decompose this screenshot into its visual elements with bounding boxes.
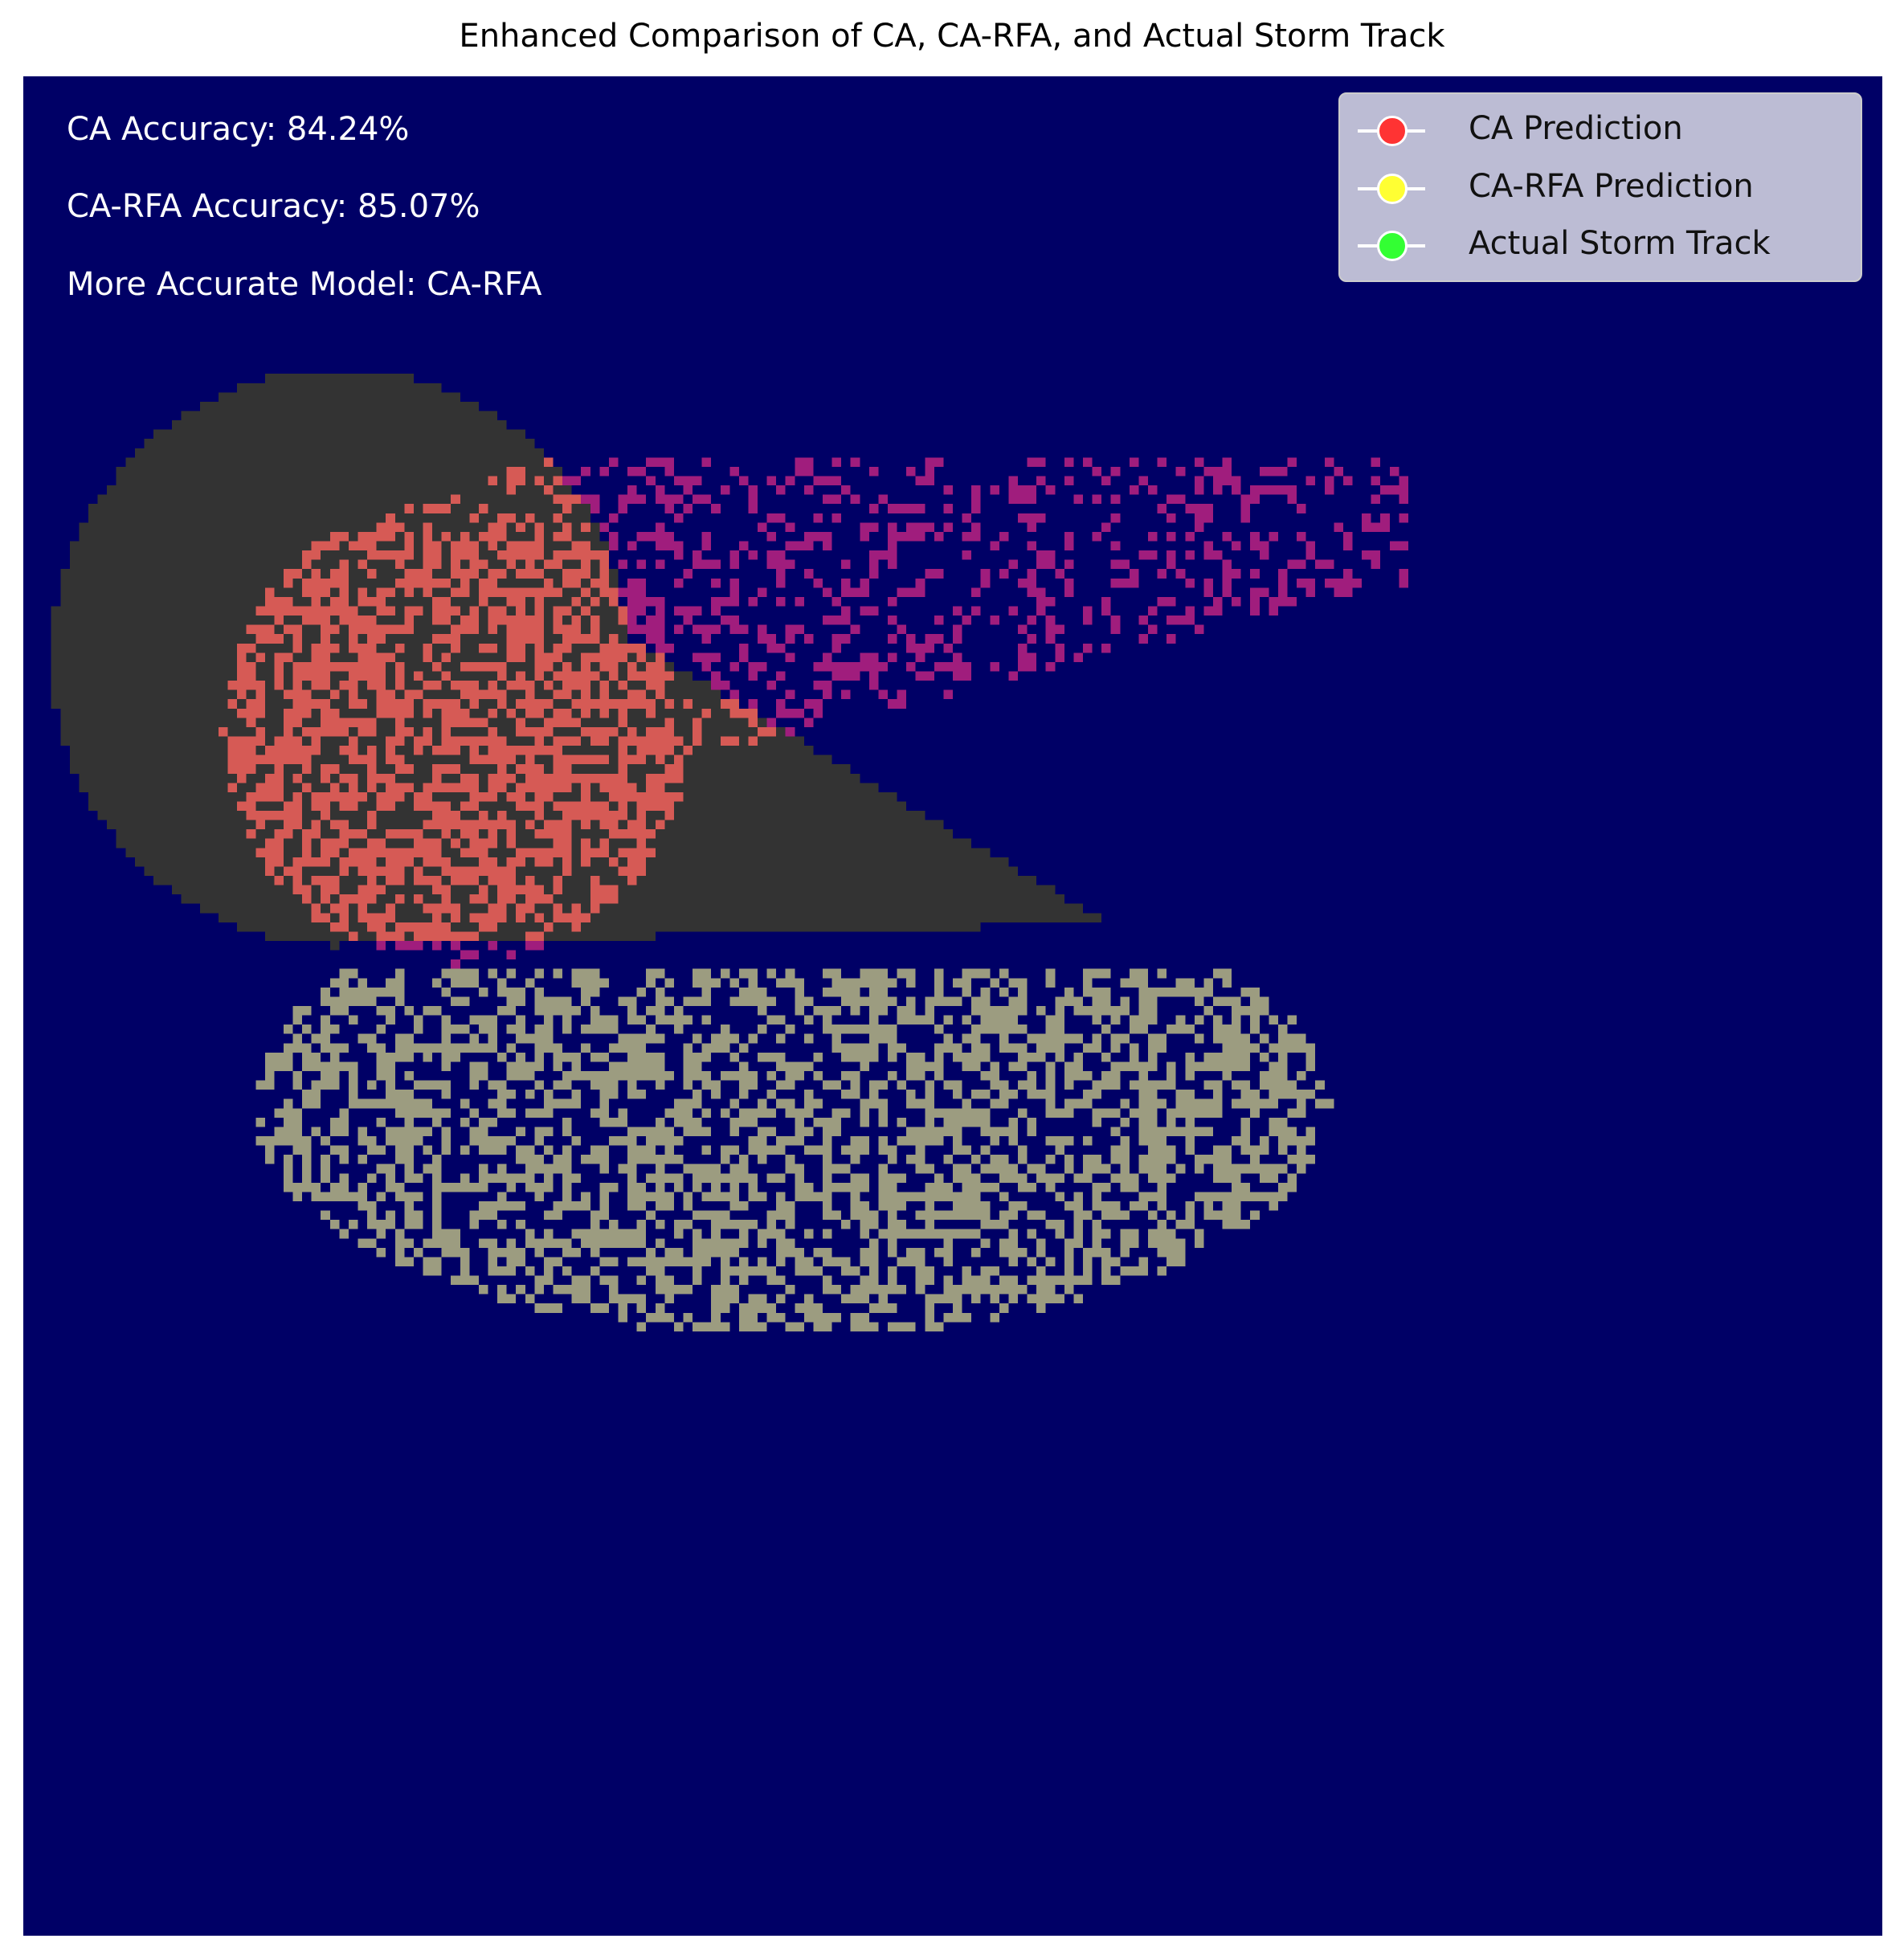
- legend-marker: [1377, 116, 1408, 146]
- ca-accuracy-label: CA Accuracy: 84.24%: [67, 111, 410, 148]
- legend-label: CA Prediction: [1469, 110, 1683, 147]
- legend-item-ca: CA Prediction: [1340, 102, 1861, 158]
- legend-label: CA-RFA Prediction: [1469, 168, 1754, 205]
- ca-prediction-region-overlap: [218, 457, 777, 942]
- legend-marker: [1377, 231, 1408, 261]
- legend-marker: [1377, 174, 1408, 204]
- storm-track-heatmap: [23, 76, 1882, 1936]
- ca-prediction-region-outside: [376, 457, 1408, 969]
- legend: CA Prediction CA-RFA Prediction Actual S…: [1338, 92, 1862, 282]
- ca-rfa-accuracy-label: CA-RFA Accuracy: 85.07%: [67, 188, 480, 225]
- legend-item-ca-rfa: CA-RFA Prediction: [1340, 160, 1861, 216]
- more-accurate-model-label: More Accurate Model: CA-RFA: [67, 266, 542, 303]
- legend-label: Actual Storm Track: [1469, 225, 1771, 262]
- chart-title: Enhanced Comparison of CA, CA-RFA, and A…: [459, 18, 1445, 55]
- legend-item-actual: Actual Storm Track: [1340, 217, 1861, 273]
